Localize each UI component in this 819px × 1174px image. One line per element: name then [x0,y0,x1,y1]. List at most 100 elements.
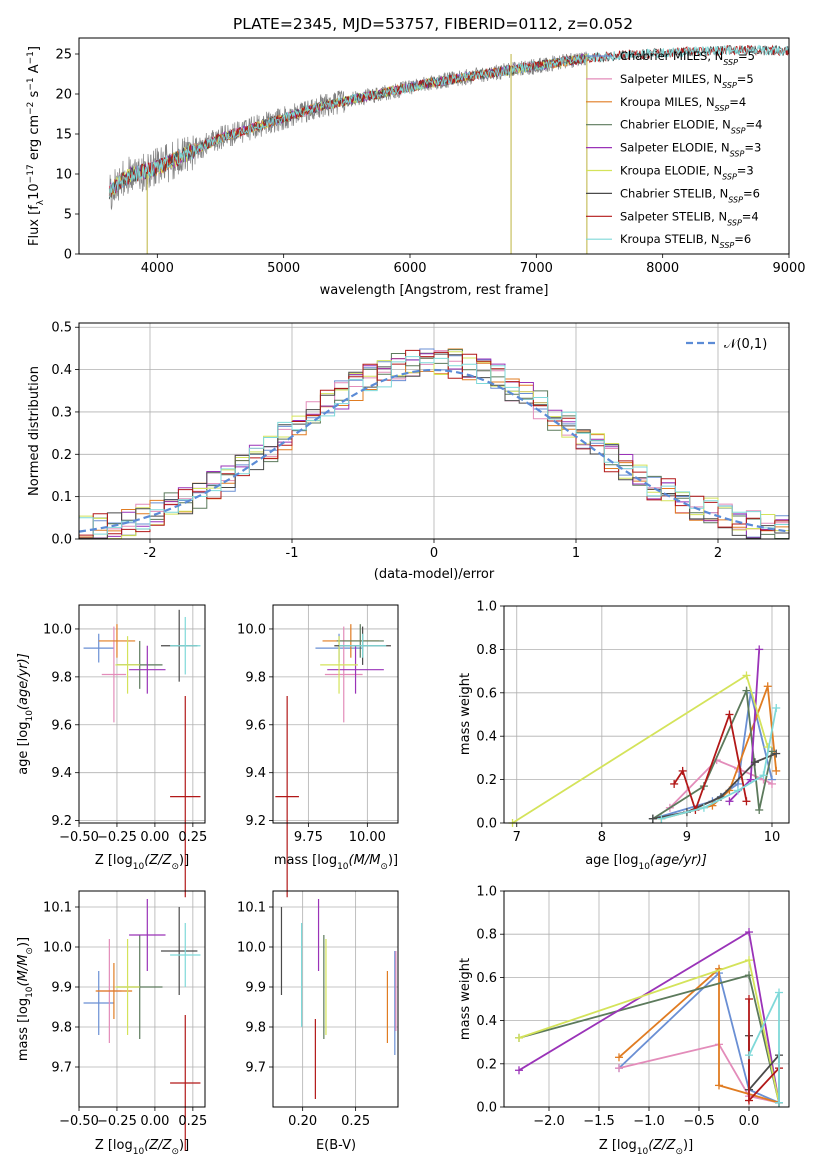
mass-weight-marker [648,814,657,823]
model-spectrum [108,45,789,200]
residuals-panel: -2 -1 0 1 2 0.0 0.1 0.2 0.3 0.4 0.5 𝒩(0,1) (data-m… [27,321,790,582]
y-tick-label: 0.4 [476,1014,497,1029]
y-tick-label: 0.2 [476,773,497,788]
mass-weight-series [618,971,780,1104]
y-tick-label: 10.0 [43,941,72,956]
legend-label: Kroupa STELIB, NSSP=6 [620,232,751,250]
y-tick-label: 0.5 [51,321,72,336]
y-tick-label: 0.1 [51,490,72,505]
legend-label: Chabrier ELODIE, NSSP=4 [620,118,762,136]
observed-spectrum [108,51,588,211]
residuals-ylabel: Normed distribution [27,366,42,496]
y-tick-label: 25 [55,48,72,63]
x-tick-label: 0.25 [178,830,207,845]
y-tick-label: 9.8 [51,670,72,685]
x-tick-label: 0.00 [140,830,169,845]
x-tick-label: 8000 [646,261,679,276]
model-spectrum [108,44,789,198]
mass-weight-marker [745,956,753,965]
y-tick-label: 10.1 [43,901,72,916]
mass-vs-ebv-xlabel: E(B-V) [316,1138,356,1153]
weight-vs-Z-xlabel: Z [log10(Z/Z⊙)] [599,1138,693,1157]
mass-weight-marker [657,814,666,823]
y-tick-label: 9.9 [51,981,72,996]
model-spectrum [108,55,588,194]
weight-vs-Z-panel: −2.0 −1.5 −1.0 −0.5 0.0 0.0 0.2 0.4 0.6 0.8 1.0 Z … [458,885,790,1157]
normal-reference-curve [78,368,790,533]
x-tick-label: -1 [286,546,299,561]
mass-weight-marker [772,703,781,712]
mass-weight-marker [775,1098,783,1107]
spectrum-panel: 4000 5000 6000 7000 8000 9000 0 5 10 15 20 25 Chabr… [26,37,806,298]
y-tick-label: 10 [55,168,72,183]
y-tick-label: 1.0 [476,885,497,900]
y-tick-label: 9.7 [245,1061,266,1076]
y-tick-label: 0.0 [476,817,497,832]
age-vs-Z-panel: −0.50−0.25 0.00 0.25 9.2 9.4 9.6 9.8 10.0 Z [lo… [16,604,207,898]
legend-label: Salpeter STELIB, NSSP=4 [620,209,759,227]
mass-weight-marker [715,1081,723,1090]
x-tick-label: −0.50 [59,1114,99,1129]
mass-weight-series [618,1043,780,1104]
errorbar-point [170,616,201,675]
mass-weight-marker [745,1051,753,1060]
x-tick-label: 10.00 [349,830,386,845]
x-tick-label: 0.25 [341,1114,370,1129]
x-tick-label: 4000 [141,261,174,276]
y-tick-label: 15 [55,128,72,143]
mass-weight-marker [767,747,776,756]
x-tick-label: 0.25 [178,1114,207,1129]
mass-vs-Z-ylabel: mass [log10(M/M⊙)] [16,937,35,1061]
legend-entry: Chabrier STELIB, NSSP=6 [586,186,760,204]
y-tick-label: 9.6 [51,718,72,733]
mass-weight-marker [515,1066,523,1075]
mass-weight-marker [763,682,772,691]
x-tick-label: −0.25 [97,830,137,845]
x-tick-label: 5000 [267,261,300,276]
legend-entry: Chabrier ELODIE, NSSP=4 [586,118,762,136]
residual-histogram [79,351,789,540]
y-tick-label: 10.1 [237,901,266,916]
y-tick-label: 0.0 [476,1101,497,1116]
x-tick-label: 6000 [393,261,426,276]
y-tick-label: 10.0 [237,941,266,956]
mass-weight-marker [678,766,687,775]
mass-weight-marker [745,928,753,937]
x-tick-label: 0.00 [140,1114,169,1129]
errorbar-point [115,636,140,694]
x-tick-label: 7 [513,830,521,845]
legend-label: Chabrier STELIB, NSSP=6 [620,186,760,204]
y-tick-label: 5 [64,208,72,223]
y-tick-label: 9.8 [245,670,266,685]
legend-label: Chabrier MILES, NSSP=5 [620,49,755,67]
y-tick-label: 0.4 [51,363,72,378]
weight-vs-age-xlabel: age [log10(age/yr)] [585,853,707,872]
x-tick-label: 8 [598,830,606,845]
x-tick-label: 2 [714,546,722,561]
legend-label: Kroupa MILES, NSSP=4 [620,95,746,113]
legend-label: Salpeter ELODIE, NSSP=3 [620,141,761,159]
y-tick-label: 0.4 [476,730,497,745]
x-tick-label: −1.0 [633,1114,665,1129]
errorbar-point [95,963,133,1019]
x-tick-label: −0.25 [97,1114,137,1129]
mass-weight-marker [755,645,764,654]
x-tick-label: −2.0 [533,1114,565,1129]
errorbar-point [339,633,387,658]
mass-weight-marker [515,1033,523,1042]
x-tick-label: -2 [144,546,157,561]
mass-weight-marker [733,786,742,795]
mass-weight-marker [725,710,734,719]
weight-vs-Z-ylabel: mass weight [458,958,473,1040]
model-spectrum [108,53,588,196]
residuals-xlabel: (data-model)/error [374,567,495,582]
y-tick-label: 9.2 [51,814,72,829]
age-vs-Z-xlabel: Z [log10(Z/Z⊙)] [95,853,189,872]
model-spectrum [108,54,588,195]
residual-histogram [79,349,789,536]
y-tick-label: 9.4 [51,766,72,781]
legend-entry: Salpeter MILES, NSSP=5 [586,72,754,89]
weight-vs-age-panel: 7 8 9 10 0.0 0.2 0.4 0.6 0.8 1.0 age [log10(age/y… [458,600,790,872]
spectrum-xlabel: wavelength [Angstrom, rest frame] [320,283,549,298]
x-tick-label: −0.50 [59,830,99,845]
